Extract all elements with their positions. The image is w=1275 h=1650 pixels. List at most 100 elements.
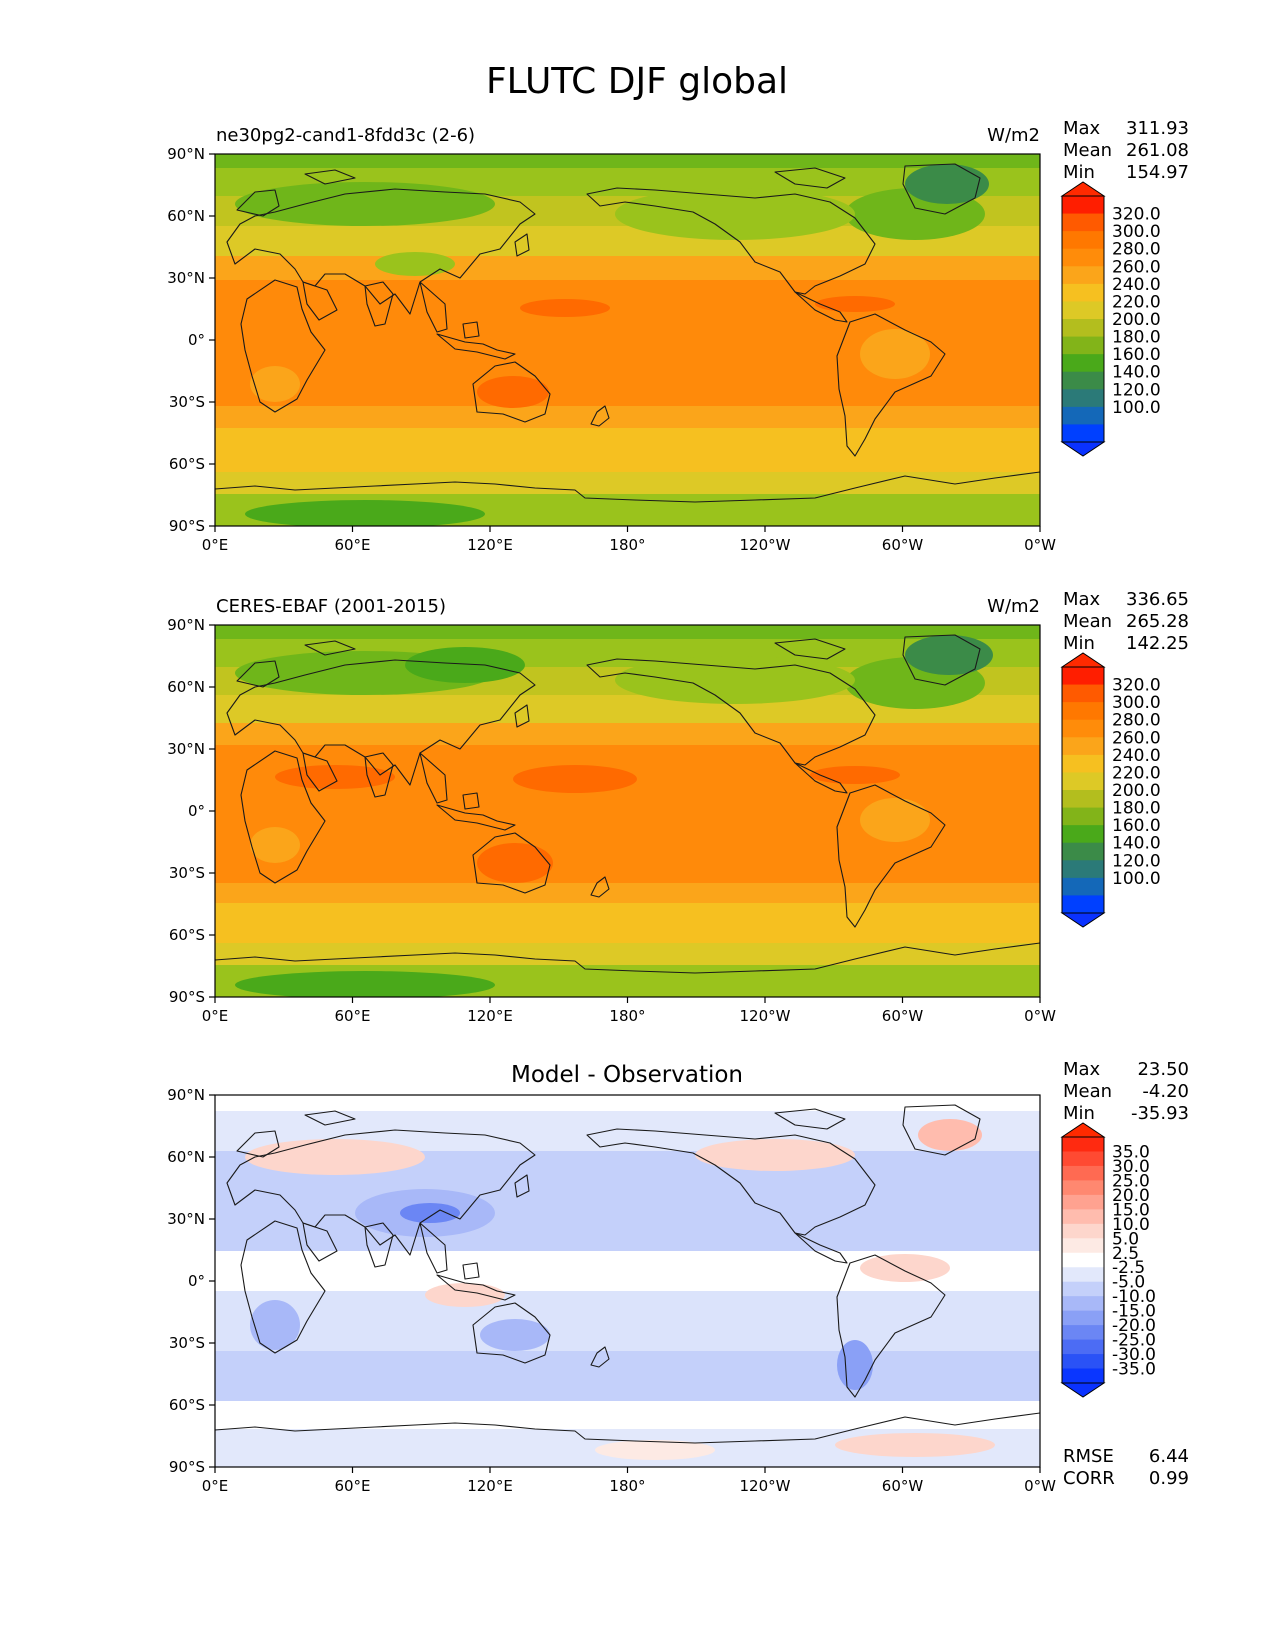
colorbar-swatch xyxy=(1062,196,1104,215)
colorbar-label: -25.0 xyxy=(1112,1331,1156,1351)
colorbar-label: 160.0 xyxy=(1112,816,1161,836)
stat-label-mean: Mean xyxy=(1063,1081,1112,1102)
y-tick-label: 0° xyxy=(188,802,205,820)
x-tick-label: 120°W xyxy=(740,536,791,554)
colorbar-label: 35.0 xyxy=(1112,1142,1150,1162)
stat-value-min: -35.93 xyxy=(1131,1103,1189,1124)
colorbar-label: -35.0 xyxy=(1112,1360,1156,1380)
x-tick-label: 0°W xyxy=(1024,536,1056,554)
colorbar-swatch xyxy=(1062,807,1104,826)
colorbar-frame xyxy=(1061,195,1105,443)
colorbar-extend-bottom xyxy=(1060,1382,1106,1398)
colorbar-swatch xyxy=(1062,371,1104,390)
stat-value-max: 311.93 xyxy=(1126,118,1189,139)
colorbar-label: -30.0 xyxy=(1112,1345,1156,1365)
rmse-label: RMSE xyxy=(1063,1446,1114,1467)
colorbar-swatch xyxy=(1062,1368,1104,1384)
colorbar-label: 280.0 xyxy=(1112,711,1161,731)
colorbar-swatch xyxy=(1062,790,1104,809)
colorbar-swatch xyxy=(1062,1339,1104,1355)
colorbar-label: 300.0 xyxy=(1112,222,1161,242)
colorbar-swatch xyxy=(1062,1310,1104,1326)
colorbar-swatch xyxy=(1062,772,1104,791)
x-axis: 0°E 60°E 120°E 180° 120°W 60°W 0°W xyxy=(202,997,1056,1025)
y-tick-label: 30°S xyxy=(169,1334,205,1352)
y-tick-label: 90°S xyxy=(169,1458,205,1476)
x-tick-label: 180° xyxy=(609,1477,645,1495)
colorbar-label: 160.0 xyxy=(1112,345,1161,365)
y-tick-label: 60°S xyxy=(169,1396,205,1414)
colorbar-swatch xyxy=(1062,1267,1104,1283)
y-tick-label: 0° xyxy=(188,331,205,349)
x-tick-label: 60°E xyxy=(334,1477,370,1495)
x-tick-label: 60°W xyxy=(882,1007,924,1025)
colorbar-swatch xyxy=(1062,1238,1104,1254)
colorbar-label: 240.0 xyxy=(1112,275,1161,295)
y-tick-label: 0° xyxy=(188,1272,205,1290)
colorbar: 320.0300.0280.0260.0240.0220.0200.0180.0… xyxy=(1060,652,1161,928)
colorbar-label: 2.5 xyxy=(1112,1244,1139,1264)
x-tick-label: 60°E xyxy=(334,1007,370,1025)
stat-value-mean: 261.08 xyxy=(1126,140,1189,161)
colorbar-swatch xyxy=(1062,737,1104,756)
y-tick-label: 30°S xyxy=(169,864,205,882)
colorbar-swatch xyxy=(1062,248,1104,267)
colorbar-label: 180.0 xyxy=(1112,799,1161,819)
x-tick-label: 0°E xyxy=(202,1477,229,1495)
colorbar-swatch xyxy=(1062,684,1104,703)
colorbar-label: -5.0 xyxy=(1112,1273,1145,1293)
panel-difference: Model - Observation xyxy=(167,1059,1189,1495)
colorbar-label: 320.0 xyxy=(1112,676,1161,696)
stat-label-max: Max xyxy=(1063,589,1101,610)
x-tick-label: 0°W xyxy=(1024,1007,1056,1025)
y-tick-label: 90°S xyxy=(169,517,205,535)
colorbar-swatch xyxy=(1062,283,1104,303)
colorbar-swatch xyxy=(1062,1223,1104,1239)
colorbar-swatch xyxy=(1062,754,1104,774)
y-tick-label: 60°N xyxy=(167,1148,205,1166)
x-axis: 0°E 60°E 120°E 180° 120°W 60°W 0°W xyxy=(202,526,1056,554)
colorbar-frame xyxy=(1061,1136,1105,1384)
colorbar-label: 280.0 xyxy=(1112,240,1161,260)
colorbar-label: 10.0 xyxy=(1112,1215,1150,1235)
x-axis: 0°E 60°E 120°E 180° 120°W 60°W 0°W xyxy=(202,1467,1056,1495)
colorbar-swatch xyxy=(1062,301,1104,320)
y-tick-label: 90°N xyxy=(167,616,205,634)
stat-value-mean: -4.20 xyxy=(1142,1081,1189,1102)
colorbar-label: 100.0 xyxy=(1112,398,1161,418)
colorbar-label: 260.0 xyxy=(1112,257,1161,277)
stat-label-max: Max xyxy=(1063,118,1101,139)
colorbar-label: -15.0 xyxy=(1112,1302,1156,1322)
panel-center-title: Model - Observation xyxy=(511,1062,743,1088)
map-field xyxy=(215,154,1040,526)
colorbar-label: 20.0 xyxy=(1112,1186,1150,1206)
y-tick-label: 30°S xyxy=(169,393,205,411)
colorbar-label: 25.0 xyxy=(1112,1171,1150,1191)
colorbar-swatch xyxy=(1062,1137,1104,1153)
colorbar-swatch xyxy=(1062,719,1104,738)
colorbar-label: 5.0 xyxy=(1112,1229,1139,1249)
colorbar-swatch xyxy=(1062,354,1104,373)
stat-label-min: Min xyxy=(1063,162,1095,183)
colorbar-swatch xyxy=(1062,336,1104,355)
x-tick-label: 0°W xyxy=(1024,1477,1056,1495)
corr-value: 0.99 xyxy=(1149,1468,1189,1489)
x-tick-label: 120°E xyxy=(467,1477,513,1495)
colorbar: 35.030.025.020.015.010.05.02.5-2.5-5.0-1… xyxy=(1060,1122,1156,1398)
colorbar-swatch xyxy=(1062,1281,1104,1297)
colorbar-swatch xyxy=(1062,1296,1104,1312)
colorbar-swatch xyxy=(1062,1151,1104,1167)
stat-value-max: 23.50 xyxy=(1137,1059,1189,1080)
colorbar-swatch xyxy=(1062,1252,1104,1268)
colorbar-extend-bottom xyxy=(1060,912,1106,928)
colorbar-label: 30.0 xyxy=(1112,1157,1150,1177)
colorbar-swatch xyxy=(1062,389,1104,408)
colorbar-extend-top xyxy=(1060,1122,1106,1138)
colorbar-swatch xyxy=(1062,1194,1104,1210)
colorbar-label: 140.0 xyxy=(1112,363,1161,383)
colorbar-swatch xyxy=(1062,1354,1104,1370)
x-tick-label: 120°W xyxy=(740,1477,791,1495)
colorbar-swatch xyxy=(1062,266,1104,285)
rmse-value: 6.44 xyxy=(1149,1446,1189,1467)
y-axis: 90°N 60°N 30°N 0° 30°S 60°S 90°S xyxy=(167,145,215,535)
